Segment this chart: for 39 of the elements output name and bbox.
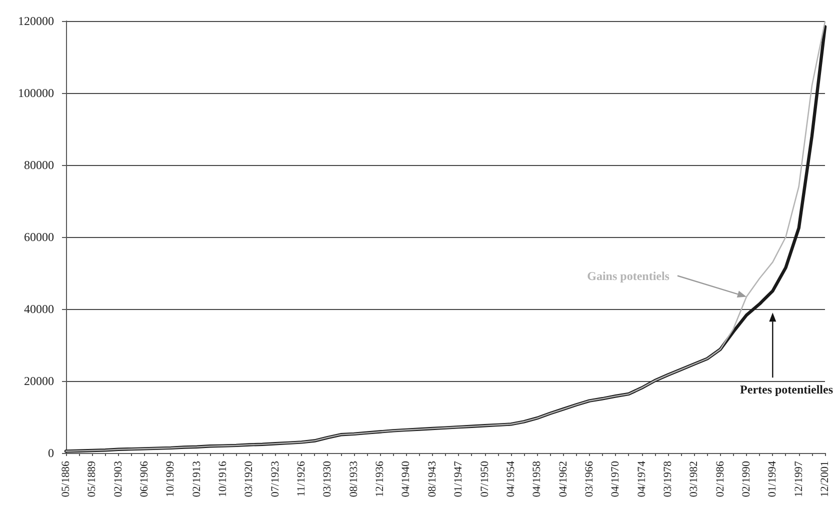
x-tick-label: 04/1970 [610, 460, 622, 498]
x-tick-label: 02/1990 [740, 460, 752, 498]
x-tick-label: 02/1913 [190, 460, 203, 498]
y-tick-label: 60000 [24, 230, 54, 244]
x-tick-label: 02/1986 [714, 460, 726, 498]
x-tick-label: 06/1906 [138, 460, 151, 498]
x-tick-label: 10/1909 [164, 460, 177, 498]
y-tick-label: 20000 [24, 374, 54, 388]
text: Gains potentiels [587, 268, 670, 283]
y-tick-label: 40000 [24, 302, 54, 316]
x-tick-label: 10/1916 [217, 460, 230, 498]
x-tick-label: 05/1889 [86, 460, 98, 498]
x-tick-label: 07/1923 [269, 460, 282, 498]
text: Pertes potentielles [740, 382, 834, 397]
y-tick-label: 80000 [24, 158, 54, 172]
x-tick-label: 03/1978 [662, 460, 674, 498]
x-tick-label: 12/2001 [819, 461, 831, 498]
x-tick-label: 12/1936 [374, 460, 386, 498]
x-tick-label: 07/1950 [478, 460, 491, 498]
x-tick-label: 12/1997 [792, 460, 805, 498]
x-tick-label: 08/1933 [348, 460, 360, 498]
y-tick-label: 120000 [18, 14, 54, 28]
x-tick-label: 04/1954 [504, 460, 517, 498]
x-tick-label: 04/1958 [531, 460, 544, 498]
x-tick-label: 01/1994 [766, 460, 779, 498]
x-tick-label: 03/1920 [243, 460, 256, 498]
x-tick-label: 03/1982 [688, 461, 700, 498]
x-tick-label: 04/1974 [636, 460, 648, 498]
x-tick-label: 05/1886 [60, 460, 72, 498]
x-tick-label: 04/1962 [557, 461, 570, 498]
x-tick-label: 03/1930 [322, 460, 334, 498]
x-tick-label: 04/1940 [400, 460, 412, 498]
x-tick-label: 02/1903 [112, 460, 124, 498]
x-tick-label: 11/1926 [296, 460, 308, 497]
y-tick-label: 0 [48, 446, 54, 460]
x-tick-label: 03/1966 [583, 460, 596, 498]
x-tick-label: 08/1943 [426, 460, 438, 498]
y-tick-label: 100000 [18, 86, 54, 100]
x-tick-label: 01/1947 [452, 460, 465, 498]
